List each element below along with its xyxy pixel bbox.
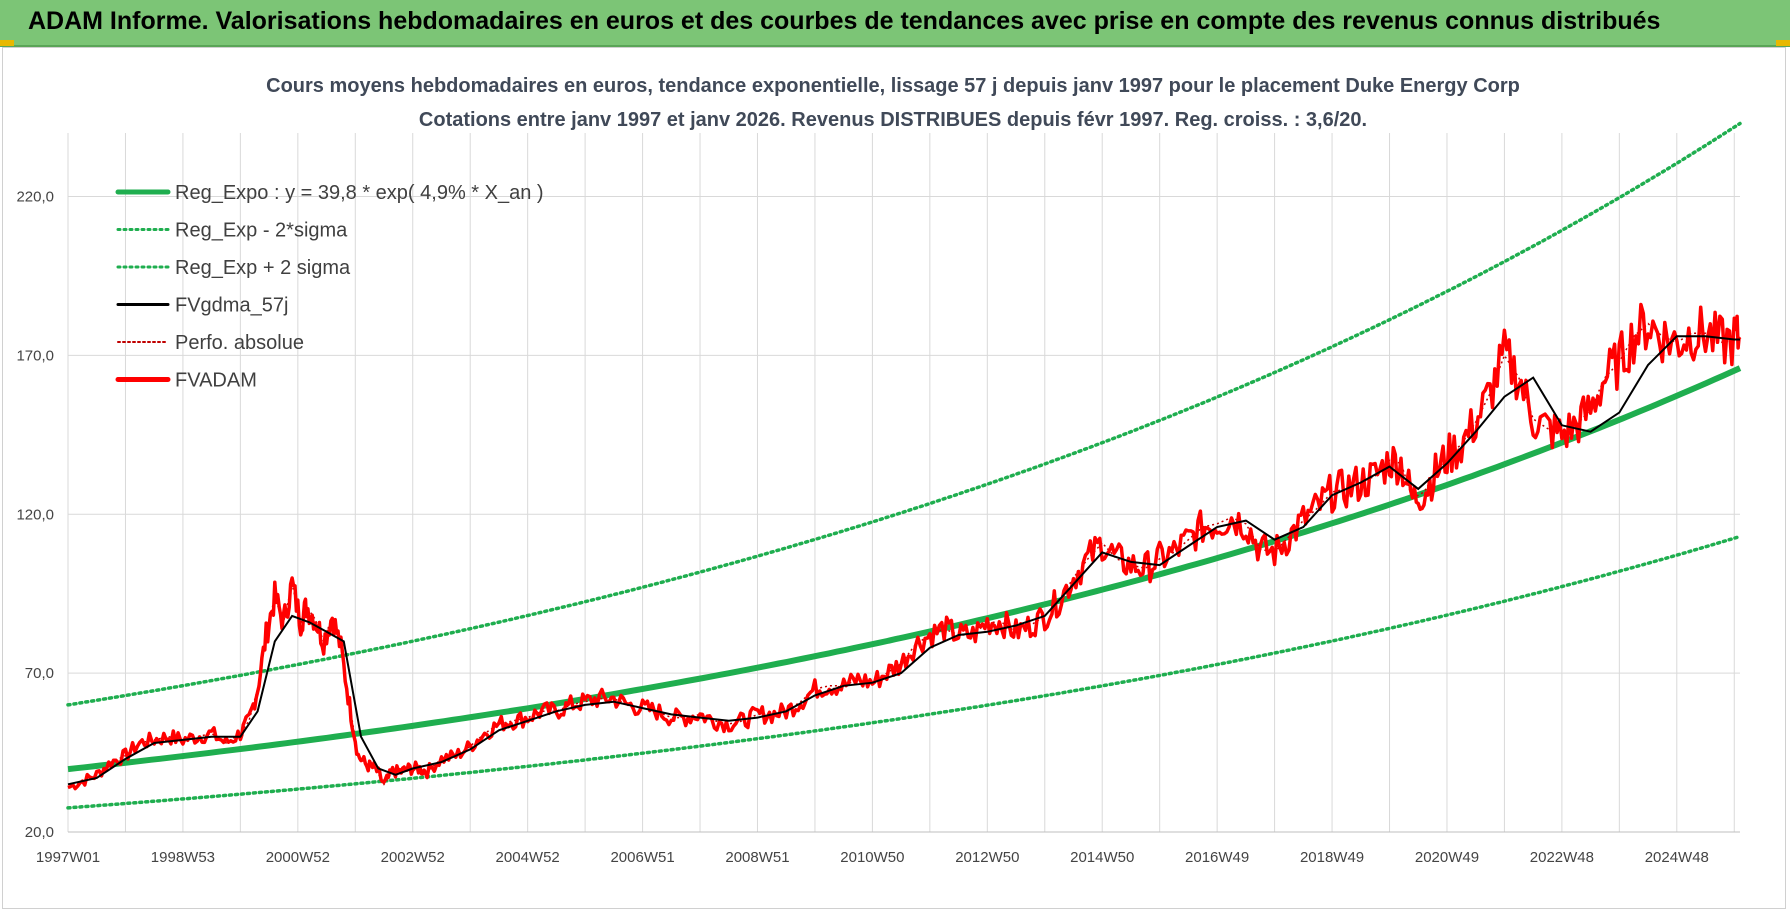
legend-label-reg_plus: Reg_Exp + 2 sigma [175,257,351,279]
x-tick-label: 2008W51 [725,849,789,866]
legend-label-reg_expo: Reg_Expo : y = 39,8 * exp( 4,9% * X_an ) [175,182,544,204]
report-title: ADAM Informe. Valorisations hebdomadaire… [28,7,1661,35]
y-tick-label: 70,0 [25,665,54,682]
x-tick-label: 2016W49 [1185,849,1249,866]
corner-marker-left [0,40,14,46]
y-axis: 20,0 70,0 120,0 170,0 220,0 [16,189,54,841]
x-tick-label: 2006W51 [610,849,674,866]
legend-label-perfo: Perfo. absolue [175,332,304,354]
fvadam-line [67,302,1742,791]
legend: Reg_Expo : y = 39,8 * exp( 4,9% * X_an )… [115,182,544,392]
x-axis: 1997W01 1998W53 2000W52 2002W52 2004W52 2006W… [36,849,1709,866]
reg-expo-line [67,365,1742,773]
reg-exp-minus-2sigma-line [66,534,1742,810]
x-tick-label: 1997W01 [36,849,100,866]
x-tick-label: 2004W52 [496,849,560,866]
x-tick-label: 2020W49 [1415,849,1479,866]
x-tick-label: 2018W49 [1300,849,1364,866]
data-series [67,302,1742,791]
x-tick-label: 2014W50 [1070,849,1134,866]
y-tick-label: 120,0 [16,506,54,523]
legend-label-fvgdma: FVgdma_57j [175,295,288,317]
fvgdma-57j-line [67,335,1740,786]
x-tick-label: 2012W50 [955,849,1019,866]
legend-label-fvadam: FVADAM [175,370,257,392]
y-tick-label: 220,0 [16,189,54,206]
x-tick-label: 2024W48 [1645,849,1709,866]
x-tick-label: 2000W52 [266,849,330,866]
legend-label-reg_minus: Reg_Exp - 2*sigma [175,220,348,242]
x-tick-label: 2010W50 [840,849,904,866]
corner-marker-right [1776,40,1790,46]
chart-title-line1: Cours moyens hebdomadaires en euros, ten… [266,75,1520,97]
chart-frame [2,47,1786,909]
x-tick-label: 2022W48 [1530,849,1594,866]
x-tick-label: 2002W52 [381,849,445,866]
y-tick-label: 20,0 [25,824,54,841]
report-banner: ADAM Informe. Valorisations hebdomadaire… [0,0,1790,47]
chart-title-line2: Cotations entre janv 1997 et janv 2026. … [419,109,1367,131]
y-tick-label: 170,0 [16,347,54,364]
x-tick-label: 1998W53 [151,849,215,866]
